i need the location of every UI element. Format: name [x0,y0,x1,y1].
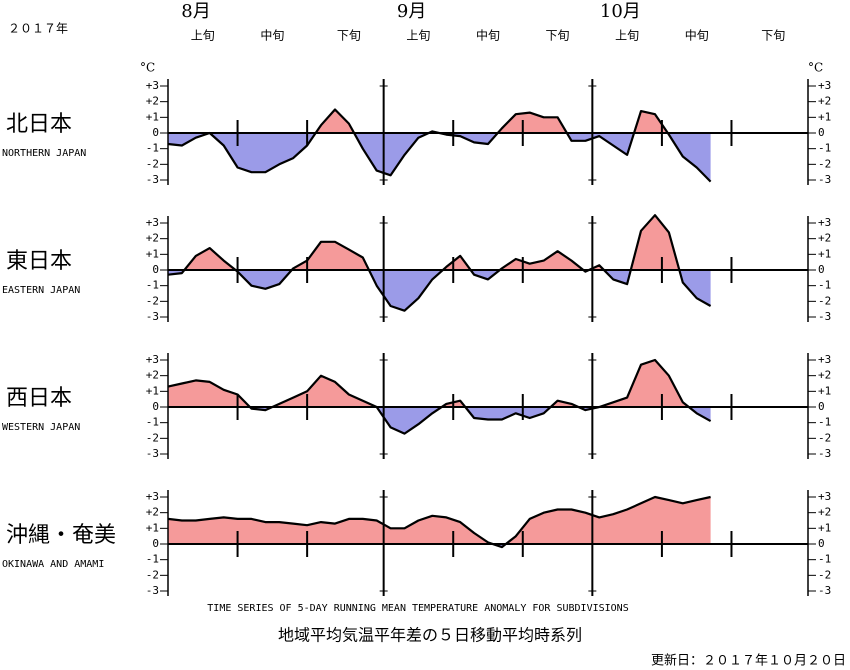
y-tick-label: -1 [146,279,159,292]
y-tick-label: +1 [818,521,831,534]
y-tick-label: +1 [818,247,831,260]
area-positive [168,109,711,133]
month-label: 9月 [397,1,426,22]
area-positive [168,497,711,544]
period-label: 中旬 [260,28,284,43]
panel-subtitle: EASTERN JAPAN [2,285,80,296]
panel-title: 沖縄・奄美 [6,523,116,548]
y-tick-label: +3 [818,490,831,503]
y-tick-label: 0 [818,400,825,413]
y-tick-label: -1 [818,553,831,566]
y-tick-label: +3 [818,79,831,92]
unit-label: °C [808,61,823,75]
y-tick-label: -2 [818,568,831,581]
period-label: 下旬 [761,29,785,43]
period-label: 中旬 [476,28,500,43]
y-tick-label: 0 [152,126,159,139]
caption-ja: 地域平均気温平年差の５日移動平均時系列 [278,626,582,645]
y-tick-label: 0 [152,537,159,550]
y-tick-label: -2 [818,157,831,170]
y-tick-label: +3 [146,490,159,503]
y-tick-label: -3 [818,173,831,186]
line [167,495,711,549]
y-tick-label: 0 [818,263,825,276]
y-tick-label: +3 [146,79,159,92]
year-label: ２０１７年 [8,22,68,36]
y-tick-label: +3 [818,216,831,229]
y-tick-label: -3 [146,584,159,597]
period-label: 下旬 [337,29,361,43]
line [167,214,712,312]
y-tick-label: -1 [818,416,831,429]
y-tick-label: -1 [818,142,831,155]
y-tick-label: +2 [818,232,831,245]
area-positive [168,215,711,270]
month-label: 8月 [181,1,210,22]
panel-title: 北日本 [6,112,72,137]
y-tick-label: +2 [818,506,831,519]
period-label: 上旬 [191,29,215,43]
y-tick-label: -2 [146,431,159,444]
y-tick-label: +2 [146,369,159,382]
y-tick-label: +1 [818,384,831,397]
y-tick-label: -2 [818,294,831,307]
y-tick-label: 0 [152,400,159,413]
line [167,358,712,435]
y-tick-label: -1 [818,279,831,292]
period-label: 下旬 [546,29,570,43]
y-tick-label: +1 [146,521,159,534]
y-tick-label: +1 [146,110,159,123]
caption-en: TIME SERIES OF 5-DAY RUNNING MEAN TEMPER… [207,603,628,614]
y-tick-label: +1 [818,110,831,123]
period-label: 上旬 [406,29,430,43]
y-tick-label: -3 [146,310,159,323]
y-tick-label: -1 [146,553,159,566]
panel-subtitle: OKINAWA AND AMAMI [2,559,104,570]
y-tick-label: +1 [146,247,159,260]
y-tick-label: -3 [818,584,831,597]
updated-date: 更新日：２０１７年１０月２０日 [651,653,846,669]
y-tick-label: 0 [818,537,825,550]
y-tick-label: -2 [146,568,159,581]
y-tick-label: +3 [146,216,159,229]
y-tick-label: +2 [146,506,159,519]
y-tick-label: +3 [146,353,159,366]
y-tick-label: 0 [152,263,159,276]
line [167,108,712,183]
panel-subtitle: NORTHERN JAPAN [2,148,86,159]
y-tick-label: -3 [818,447,831,460]
unit-label: °C [140,61,155,75]
panel-title: 西日本 [6,386,72,411]
area-negative [168,133,711,182]
period-label: 中旬 [685,28,709,43]
area-positive [168,360,711,407]
y-tick-label: -2 [146,157,159,170]
month-label: 10月 [600,1,641,22]
y-tick-label: +2 [146,95,159,108]
y-tick-label: +1 [146,384,159,397]
y-tick-label: -2 [146,294,159,307]
panel-title: 東日本 [6,249,72,274]
y-tick-label: +2 [818,95,831,108]
area-negative [168,270,711,311]
y-tick-label: -3 [146,173,159,186]
y-tick-label: -3 [146,447,159,460]
y-tick-label: -1 [146,416,159,429]
y-tick-label: +3 [818,353,831,366]
y-tick-label: -1 [146,142,159,155]
y-tick-label: +2 [146,232,159,245]
y-tick-label: +2 [818,369,831,382]
y-tick-label: -2 [818,431,831,444]
y-tick-label: 0 [818,126,825,139]
panel-subtitle: WESTERN JAPAN [2,422,80,433]
y-tick-label: -3 [818,310,831,323]
period-label: 上旬 [615,29,639,43]
